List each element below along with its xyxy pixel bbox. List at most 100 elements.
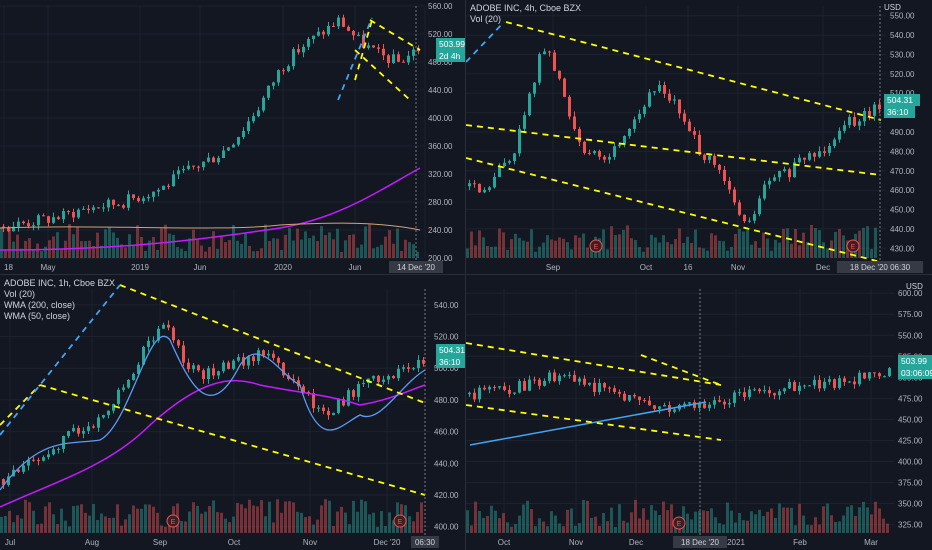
y-tick-label: 470.00	[890, 167, 915, 176]
volume-bar	[730, 246, 733, 258]
volume-bar	[16, 234, 19, 258]
volume-bar	[778, 503, 781, 533]
earnings-marker-label: E	[677, 521, 682, 528]
volume-bar	[534, 526, 537, 533]
candle-body	[142, 346, 145, 365]
candle-body	[37, 459, 40, 461]
earnings-marker	[166, 514, 180, 528]
volume-bar	[24, 499, 27, 533]
chart-panel-bottom-right[interactable]: 600.00575.00550.00525.00500.00475.00450.…	[466, 275, 932, 550]
candle-body	[758, 389, 761, 392]
candle-body	[643, 400, 646, 402]
volume-bar	[116, 237, 119, 258]
price-tag-label: 503.99	[439, 39, 465, 49]
volume-bar	[562, 238, 565, 258]
candle-body	[778, 391, 781, 396]
chart-panel-bottom-left[interactable]: 540.00 520.00 500.00 480.00 460.00 440.00 420.…	[0, 275, 465, 550]
candle-body	[813, 379, 816, 386]
x-tick-label: 2020	[274, 263, 292, 272]
candle-body	[117, 204, 120, 206]
chart-panel-top-left[interactable]: 560.00 520.00 480.00 440.00 400.00 360.00 320.…	[0, 0, 465, 274]
candle-body	[708, 404, 711, 409]
candle-body	[548, 372, 551, 381]
candle-body	[57, 217, 60, 220]
volume-bar	[634, 240, 637, 258]
volume-bar	[650, 234, 653, 258]
candle-body	[588, 152, 591, 154]
volume-bar	[420, 502, 423, 533]
candle-body	[127, 194, 130, 208]
x-tick-label: 2019	[131, 263, 149, 272]
candle-body	[798, 157, 801, 163]
candle-body	[412, 368, 415, 370]
volume-bar	[710, 233, 713, 258]
candle-body	[763, 390, 766, 392]
volume-bar	[834, 521, 837, 533]
x-tick-label: Nov	[303, 538, 317, 547]
candle-body	[793, 162, 796, 178]
volume-bar	[236, 240, 239, 258]
y-tick-label: 440.00	[428, 86, 453, 95]
wma-200-line	[0, 379, 426, 508]
trendline	[505, 21, 882, 121]
candle-body	[608, 387, 611, 389]
candle-body	[47, 454, 50, 458]
candle-body	[282, 70, 285, 72]
y-tick-label: 520.00	[434, 333, 459, 342]
candle-body	[788, 382, 791, 389]
candle-body	[267, 353, 270, 356]
candle-body	[648, 92, 651, 107]
volume-bar	[76, 505, 79, 533]
candle-body	[17, 469, 20, 472]
candle-body	[853, 116, 856, 126]
volume-bar	[478, 230, 481, 258]
volume-bar	[710, 508, 713, 533]
candle-body	[808, 385, 811, 387]
candle-body	[327, 410, 330, 416]
trendline	[354, 49, 411, 101]
vertical-divider	[465, 0, 466, 550]
volume-bar	[866, 226, 869, 258]
volume-bar	[332, 239, 335, 258]
volume-bar	[316, 519, 319, 533]
volume-bar	[746, 520, 749, 533]
volume-bar	[590, 517, 593, 533]
volume-bar	[814, 228, 817, 258]
candle-body	[768, 390, 771, 394]
candle-body	[693, 131, 696, 135]
volume-bar	[506, 249, 509, 258]
candle-body	[232, 144, 235, 148]
volume-bar	[208, 506, 211, 533]
candle-body	[663, 405, 666, 407]
volume-bar	[388, 230, 391, 258]
candle-body	[32, 225, 35, 227]
candle-body	[2, 226, 5, 228]
candle-body	[573, 116, 576, 130]
volume-bar	[638, 518, 641, 533]
candle-body	[633, 119, 636, 129]
candle-body	[743, 214, 746, 222]
chart-panel-top-right[interactable]: 550.00540.00530.00520.00510.00500.00490.…	[466, 0, 932, 274]
candle-body	[392, 375, 395, 379]
volume-bar	[372, 512, 375, 533]
y-tick-label: 420.00	[434, 491, 459, 500]
candle-body	[147, 196, 150, 199]
candle-body	[488, 187, 491, 190]
y-tick-label: 360.00	[428, 142, 453, 151]
volume-bar	[758, 247, 761, 258]
countdown-tag-label: 2d 4h	[439, 51, 461, 61]
volume-bar	[304, 517, 307, 533]
x-tick-label: May	[40, 263, 55, 272]
volume-bar	[196, 239, 199, 258]
volume-bar	[754, 241, 757, 258]
cursor-date-box	[836, 261, 924, 273]
candle-body	[7, 227, 10, 232]
volume-bar	[308, 516, 311, 533]
candle-body	[753, 214, 756, 221]
volume-bar	[212, 231, 215, 258]
candle-body	[82, 430, 85, 434]
volume-bar	[794, 229, 797, 258]
volume-bar	[826, 248, 829, 258]
volume-bar	[328, 232, 331, 258]
candle-body	[828, 146, 831, 153]
